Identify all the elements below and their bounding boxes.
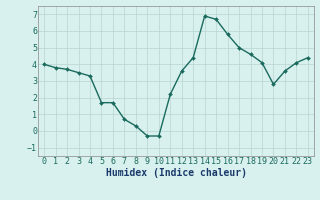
X-axis label: Humidex (Indice chaleur): Humidex (Indice chaleur) (106, 168, 246, 178)
